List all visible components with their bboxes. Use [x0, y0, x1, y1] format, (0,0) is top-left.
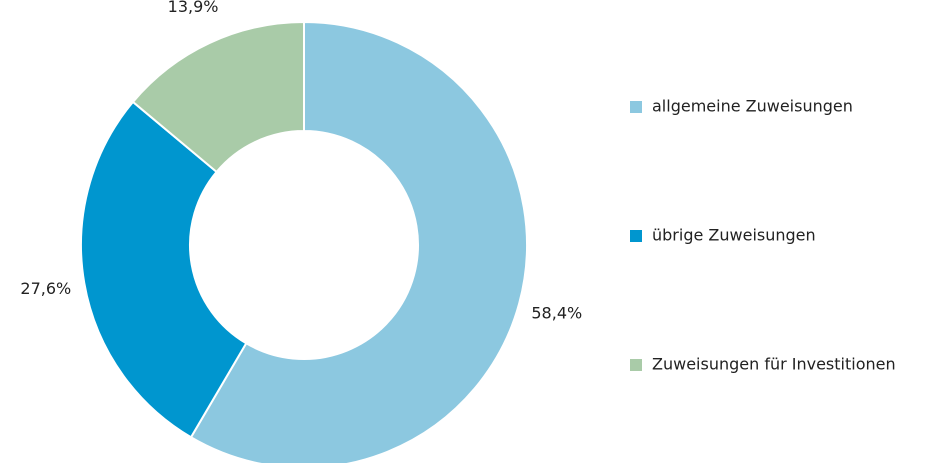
- data-label: 58,4%: [531, 303, 582, 322]
- donut-slice: [131, 20, 305, 174]
- legend-label: Zuweisungen für Investitionen: [652, 355, 896, 374]
- legend-label: allgemeine Zuweisungen: [652, 97, 853, 116]
- legend-swatch: [630, 101, 642, 113]
- donut-slice: [80, 100, 248, 439]
- legend-swatch: [630, 230, 642, 242]
- legend-swatch: [630, 359, 642, 371]
- data-label: 13,9%: [168, 0, 219, 16]
- data-label: 27,6%: [20, 279, 71, 298]
- legend-label: übrige Zuweisungen: [652, 226, 816, 245]
